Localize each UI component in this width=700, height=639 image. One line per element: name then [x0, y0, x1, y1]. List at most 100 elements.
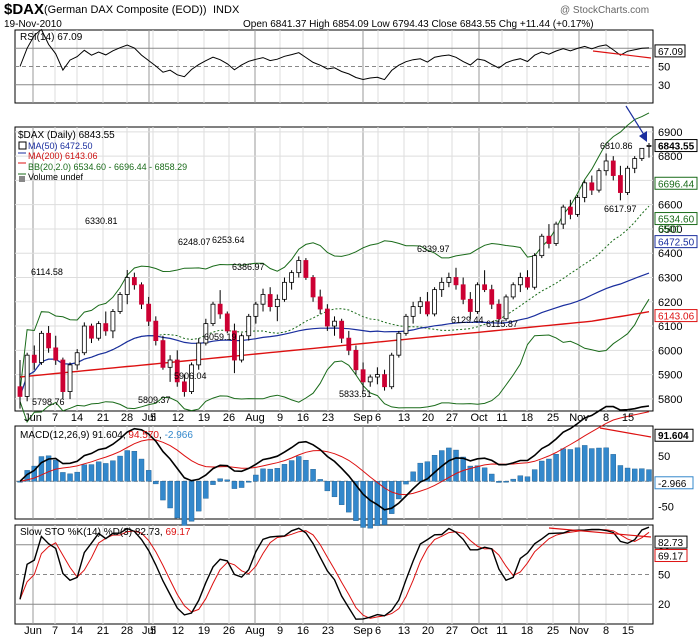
candle-body — [503, 296, 509, 320]
x-tick-label: Jun — [24, 412, 42, 424]
price-tag: 6696.44 — [658, 179, 695, 190]
macd-histogram-bar — [217, 478, 223, 482]
candle-body — [489, 289, 495, 305]
candle-body — [374, 374, 380, 378]
macd-histogram-bar — [274, 468, 281, 482]
price-annotation: 6253.64 — [212, 235, 245, 245]
macd-histogram-bar — [45, 455, 52, 482]
macd-histogram-bar — [153, 481, 159, 485]
x-tick-label: 16 — [297, 625, 309, 637]
macd-tag-box — [654, 476, 694, 490]
macd-histogram-bar — [88, 464, 95, 482]
legend-volume-swatch — [19, 176, 25, 182]
price-tag: 6472.50 — [658, 238, 695, 249]
candle-body — [432, 289, 437, 315]
candle-body — [196, 342, 202, 366]
candle-body — [496, 303, 502, 320]
x-tick-label: 27 — [446, 625, 458, 637]
macd-histogram-bar — [67, 473, 73, 482]
x-tick-label: 7 — [52, 412, 58, 424]
candle-body — [553, 223, 559, 244]
price-tag-box — [654, 212, 698, 226]
candle-body — [389, 354, 395, 388]
macd-histogram-bar — [81, 464, 88, 482]
macd-histogram-bar — [524, 476, 531, 482]
macd-histogram-bar — [74, 471, 80, 482]
price-tick-label: 6500 — [658, 224, 682, 236]
macd-histogram-bar — [388, 481, 395, 514]
x-tick-label: Nov — [569, 625, 589, 637]
sto-k-line — [19, 526, 650, 620]
macd-histogram-bar — [617, 465, 624, 482]
macd-histogram-bar — [360, 481, 366, 528]
macd-histogram-bar — [188, 481, 195, 522]
candle-body — [625, 167, 630, 193]
macd-label: MACD(12,26,9) 91.604, 94.570, -2.966 — [20, 430, 193, 441]
candle-body — [160, 340, 166, 368]
macd-histogram-bar — [203, 481, 209, 499]
price-tag-partial: 6501 — [658, 225, 681, 236]
x-tick-label: Jul — [142, 625, 156, 637]
candle-body — [189, 364, 194, 392]
x-tick-label: Oct — [470, 412, 487, 424]
candle-body — [618, 175, 623, 193]
macd-histogram-bar — [510, 478, 516, 482]
macd-histogram-bar — [467, 465, 474, 482]
candle-body — [289, 272, 295, 283]
rsi-tick-label: 50 — [658, 62, 670, 74]
sto-layer — [19, 526, 652, 620]
x-tick-label: 25 — [547, 412, 559, 424]
macd-histogram-bar — [496, 481, 502, 483]
candle-body — [532, 255, 538, 288]
x-tick-label: Jul — [142, 412, 156, 424]
candle-body — [596, 170, 602, 191]
macd-histogram-bar — [603, 447, 609, 482]
price-annotation: 5798.76 — [32, 397, 65, 407]
candle-body — [517, 277, 523, 286]
candle-body — [539, 235, 545, 257]
x-tick-label: 9 — [277, 625, 283, 637]
candle-body — [339, 320, 345, 339]
price-tag-box — [654, 235, 698, 249]
candle-body — [124, 277, 130, 295]
price-annotation: 5833.51 — [339, 389, 372, 399]
candle-body — [353, 349, 359, 371]
macd-histogram-bar — [296, 456, 302, 482]
macd-histogram-bar — [453, 449, 459, 482]
candle-body — [67, 364, 73, 392]
ohlc-summary: Open 6841.37 High 6854.09 Low 6794.43 Cl… — [243, 19, 594, 30]
candle-body — [81, 325, 87, 354]
sto-tag: 82.73 — [658, 538, 683, 549]
symbol-name: (German DAX Composite (EOD)) — [44, 4, 207, 16]
candle-body — [153, 320, 159, 342]
macd-histogram-bar — [38, 456, 45, 482]
candle-body — [74, 352, 80, 366]
candle-body — [274, 298, 280, 308]
rsi-tick-label: 30 — [658, 80, 670, 92]
candle-body — [417, 301, 423, 308]
macd-histogram-bar — [639, 468, 645, 482]
x-tick-label: Aug — [245, 412, 265, 424]
candle-body — [646, 145, 652, 147]
rsi-line — [19, 28, 650, 81]
candle-body — [167, 359, 173, 368]
price-panel — [14, 126, 654, 412]
macd-histogram-bar — [145, 470, 152, 482]
candle-body — [589, 182, 595, 191]
macd-histogram-bar — [317, 479, 323, 482]
x-tick-label: 14 — [71, 625, 83, 637]
candle-body — [575, 196, 580, 215]
price-layer: 6114.58 6330.81 5798.76 6248.07 6253.64 6386.… — [17, 112, 652, 423]
candle-body — [224, 313, 230, 332]
date-label: 19-Nov-2010 — [4, 19, 62, 30]
x-tick-label: 21 — [97, 625, 109, 637]
macd-histogram-bar — [417, 462, 423, 482]
candle-body — [367, 376, 373, 383]
candle-body — [317, 296, 323, 310]
candle-body — [410, 306, 416, 317]
x-tick-label: 18 — [521, 412, 533, 424]
candle-body — [425, 301, 430, 315]
candle-body — [17, 386, 23, 397]
macd-histogram-bar — [574, 447, 581, 482]
